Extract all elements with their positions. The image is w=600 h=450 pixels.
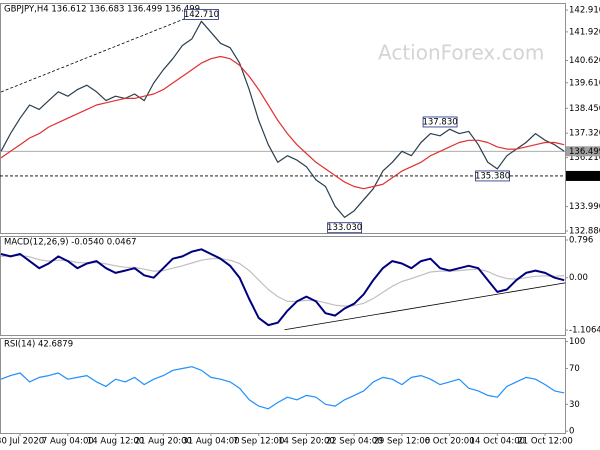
- panel-border: [0, 236, 566, 336]
- x-tick-label: 22 Sep 04:00: [326, 437, 383, 447]
- level-label: 135.380: [569, 171, 600, 181]
- series-line: [0, 55, 565, 190]
- y-tick-label: 140.620: [569, 56, 600, 66]
- annotation-label: 142.710: [184, 10, 219, 20]
- y-tick-label: 0.00: [569, 273, 588, 283]
- x-tick-label: 14 Sep 20:00: [278, 437, 335, 447]
- y-tick-label: 0: [569, 427, 574, 437]
- annotation-label: 137.830: [422, 117, 457, 127]
- annotation-label: 133.030: [327, 223, 362, 233]
- y-tick-label: 0.796: [569, 235, 593, 245]
- level-label-box: [566, 146, 600, 157]
- panel-border: [0, 338, 566, 434]
- y-tick-label: -1.1064: [569, 326, 600, 336]
- panel-title: RSI(14) 42.6879: [4, 340, 73, 350]
- annotation-box: [475, 170, 510, 182]
- y-tick-label: 142.910: [569, 6, 600, 16]
- panel-title: MACD(12,26,9) -0.0540 0.0467: [4, 238, 137, 248]
- x-tick-label: 21 Aug 20:00: [135, 437, 192, 447]
- x-tick-label: 21 Oct 12:00: [517, 437, 572, 447]
- x-tick-label: 29 Sep 12:00: [374, 437, 431, 447]
- x-tick-label: 14 Oct 04:00: [470, 437, 525, 447]
- y-tick-label: 141.920: [569, 27, 600, 37]
- series-line: [0, 248, 565, 327]
- y-tick-label: 137.320: [569, 129, 600, 139]
- watermark: ActionForex.com: [378, 41, 544, 65]
- series-line: [0, 20, 565, 218]
- x-tick-label: 14 Aug 12:00: [87, 437, 144, 447]
- y-tick-label: 100: [569, 337, 585, 347]
- x-tick-label: 31 Aug 04:00: [182, 437, 239, 447]
- annotation-box: [327, 222, 363, 234]
- y-tick-label: 139.610: [569, 78, 600, 88]
- level-label: 136.499: [569, 147, 600, 157]
- annotation-label: 135.380: [475, 171, 510, 181]
- series-line: [0, 366, 565, 410]
- trend-line: [284, 282, 566, 331]
- y-tick-label: 70: [569, 364, 580, 374]
- annotation-box: [422, 116, 458, 128]
- y-tick-label: 133.990: [569, 202, 600, 212]
- panel-border: [0, 3, 566, 234]
- x-tick-label: 6 Oct 20:00: [425, 437, 475, 447]
- trend-line: [0, 12, 201, 93]
- x-tick-label: 7 Sep 12:00: [233, 437, 284, 447]
- x-tick-label: 7 Aug 04:00: [42, 437, 94, 447]
- series-line: [0, 254, 565, 307]
- panel-title: GBPJPY,H4 136.612 136.683 136.499 136.49…: [4, 5, 200, 15]
- y-tick-label: 30: [569, 400, 580, 410]
- y-tick-label: 132.880: [569, 227, 600, 237]
- y-tick-label: 138.450: [569, 104, 600, 114]
- x-tick-label: 30 Jul 2020: [0, 437, 44, 447]
- annotation-box: [184, 9, 219, 20]
- y-tick-label: 136.210: [569, 153, 600, 163]
- level-label-box: [566, 170, 600, 181]
